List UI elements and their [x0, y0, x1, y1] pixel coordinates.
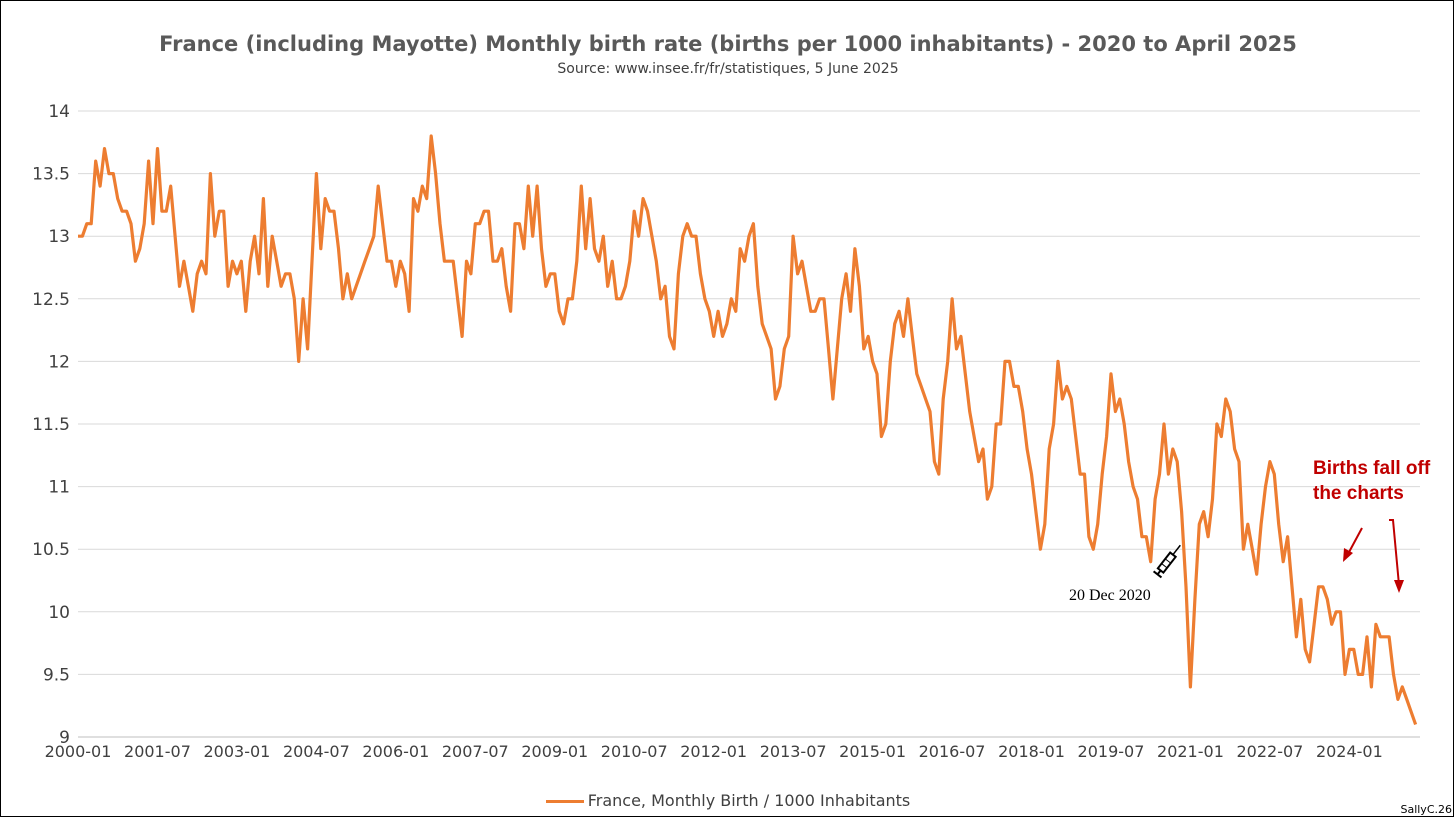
legend-swatch: [545, 800, 584, 803]
series-line: [78, 134, 1418, 726]
x-tick-label: 2007-07: [442, 742, 509, 761]
x-tick-label: 2016-07: [919, 742, 986, 761]
y-tick-label: 9: [59, 728, 70, 748]
arrow-head: [1394, 580, 1404, 593]
x-tick-label: 2022-07: [1236, 742, 1303, 761]
x-tick-label: 2010-07: [601, 742, 668, 761]
y-tick-label: 12.5: [32, 290, 70, 310]
x-tick-label: 2003-01: [203, 742, 270, 761]
y-tick-label: 11: [48, 478, 70, 498]
x-tick-label: 2015-01: [839, 742, 906, 761]
x-tick-label: 2019-07: [1078, 742, 1145, 761]
x-tick-label: 2001-07: [124, 742, 191, 761]
x-tick-label: 2018-01: [998, 742, 1065, 761]
y-tick-label: 11.5: [32, 415, 70, 435]
y-tick-label: 13: [48, 227, 70, 247]
arrow-head: [1343, 548, 1353, 562]
y-tick-label: 9.5: [43, 665, 70, 685]
x-tick-label: 2004-07: [283, 742, 350, 761]
date-annotation: 20 Dec 2020: [1069, 587, 1151, 604]
x-tick-label: 2024-01: [1316, 742, 1383, 761]
chart-title: France (including Mayotte) Monthly birth…: [159, 32, 1297, 56]
y-tick-label: 10.5: [32, 540, 70, 560]
legend: France, Monthly Birth / 1000 Inhabitants: [0, 791, 1456, 810]
legend-label: France, Monthly Birth / 1000 Inhabitants: [587, 791, 911, 810]
x-tick-label: 2021-01: [1157, 742, 1224, 761]
x-tick-label: 2009-01: [521, 742, 588, 761]
births-fall-annotation: Births fall off the charts: [1313, 458, 1431, 504]
syringe-icon: [1152, 544, 1181, 579]
x-tick-label: 2006-01: [362, 742, 429, 761]
x-tick-label: 2000-01: [45, 742, 112, 761]
annotation-arrow: [1347, 527, 1363, 555]
chart-subtitle: Source: www.insee.fr/fr/statistiques, 5 …: [557, 61, 899, 77]
author-credit: SallyC.26: [1400, 803, 1452, 816]
x-tick-label: 2012-01: [680, 742, 747, 761]
y-tick-label: 12: [48, 352, 70, 372]
y-tick-label: 13.5: [32, 165, 70, 185]
annotation-arrow: [1389, 519, 1400, 586]
x-tick-label: 2013-07: [760, 742, 827, 761]
y-tick-label: 14: [48, 102, 70, 122]
y-tick-label: 10: [48, 603, 70, 623]
